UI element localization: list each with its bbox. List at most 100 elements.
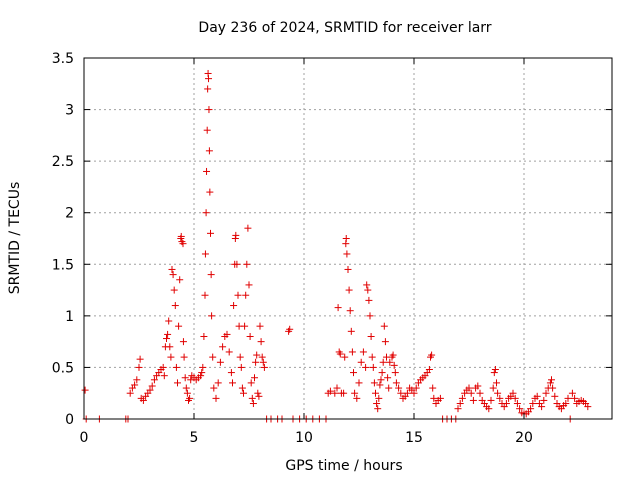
data-point <box>376 381 384 389</box>
data-point <box>365 296 373 304</box>
data-point <box>256 322 264 330</box>
chart-title: Day 236 of 2024, SRMTID for receiver lar… <box>198 20 491 36</box>
data-point <box>150 376 158 384</box>
data-point <box>240 389 247 397</box>
data-point <box>199 363 207 371</box>
data-point <box>429 384 437 392</box>
data-point <box>366 312 374 320</box>
data-point <box>513 400 521 408</box>
data-point <box>331 389 339 397</box>
data-point <box>208 312 216 320</box>
data-point <box>257 338 265 346</box>
data-point <box>168 265 176 273</box>
data-point <box>207 271 215 279</box>
data-point <box>242 291 250 299</box>
data-point <box>259 358 267 366</box>
data-point <box>233 260 241 268</box>
data-point <box>389 351 397 359</box>
data-point <box>334 304 342 312</box>
data-point <box>571 394 579 402</box>
axis-ticks: 0 5 10 15 20 0 0.5 1 1.5 2 2.5 3 3.5 <box>52 51 612 446</box>
x-axis-label: GPS time / hours <box>285 458 402 474</box>
data-point <box>430 394 438 402</box>
data-point <box>373 400 381 408</box>
data-point <box>172 363 180 371</box>
data-point <box>496 394 504 402</box>
data-point <box>245 281 253 289</box>
data-point <box>564 394 572 402</box>
data-point <box>181 374 189 382</box>
data-point <box>351 389 359 397</box>
data-point <box>207 229 214 237</box>
data-point <box>357 358 365 366</box>
data-point <box>410 389 418 397</box>
data-point <box>81 386 89 394</box>
data-point <box>465 384 473 392</box>
data-point <box>491 365 499 373</box>
data-point <box>397 389 405 397</box>
data-point <box>548 376 555 384</box>
data-point <box>425 365 433 373</box>
data-point <box>347 327 355 335</box>
data-point <box>489 384 497 392</box>
data-point <box>251 374 258 382</box>
data-point <box>340 389 348 397</box>
data-point <box>392 379 400 387</box>
data-point <box>175 322 183 330</box>
data-point <box>370 379 378 387</box>
data-point <box>380 322 388 330</box>
data-point <box>374 405 382 413</box>
data-point <box>343 250 351 258</box>
data-point <box>237 363 245 371</box>
data-point <box>248 394 256 402</box>
data-point <box>353 394 361 402</box>
data-point <box>169 271 177 279</box>
data-point <box>252 358 260 366</box>
data-point <box>186 394 194 402</box>
data-point <box>386 358 394 366</box>
data-point <box>428 351 436 359</box>
y-tick-label: 3 <box>65 103 74 119</box>
data-point <box>344 265 352 273</box>
data-point <box>333 384 341 392</box>
data-point <box>469 396 477 404</box>
data-point <box>529 400 537 408</box>
data-point <box>395 384 403 392</box>
data-point <box>197 372 205 380</box>
data-point <box>232 231 240 239</box>
data-point <box>390 361 398 369</box>
data-point <box>403 389 411 397</box>
data-point <box>202 209 210 217</box>
data-point <box>494 389 502 397</box>
data-point <box>160 372 168 380</box>
data-point <box>391 369 399 377</box>
data-point <box>458 394 466 402</box>
data-point <box>502 400 510 408</box>
data-point <box>227 369 235 377</box>
data-point <box>249 400 257 408</box>
data-point <box>126 389 134 397</box>
data-point <box>210 384 218 392</box>
data-point <box>201 250 209 258</box>
data-point <box>326 387 334 395</box>
data-point <box>146 386 154 394</box>
data-point <box>362 363 370 371</box>
data-point <box>234 291 242 299</box>
y-tick-label: 0.5 <box>52 360 74 376</box>
y-tick-label: 0 <box>65 412 74 428</box>
data-point <box>135 363 143 371</box>
data-point <box>511 394 519 402</box>
data-points <box>81 69 592 423</box>
data-point <box>174 379 181 387</box>
data-point <box>133 376 141 384</box>
data-point <box>236 353 244 361</box>
data-point <box>364 286 372 294</box>
data-point <box>216 358 224 366</box>
data-point <box>182 384 190 392</box>
data-point <box>241 322 249 330</box>
data-point <box>412 384 420 392</box>
grid-layer <box>84 58 612 419</box>
data-point <box>159 363 167 371</box>
data-point <box>359 348 367 356</box>
data-point <box>253 351 261 359</box>
